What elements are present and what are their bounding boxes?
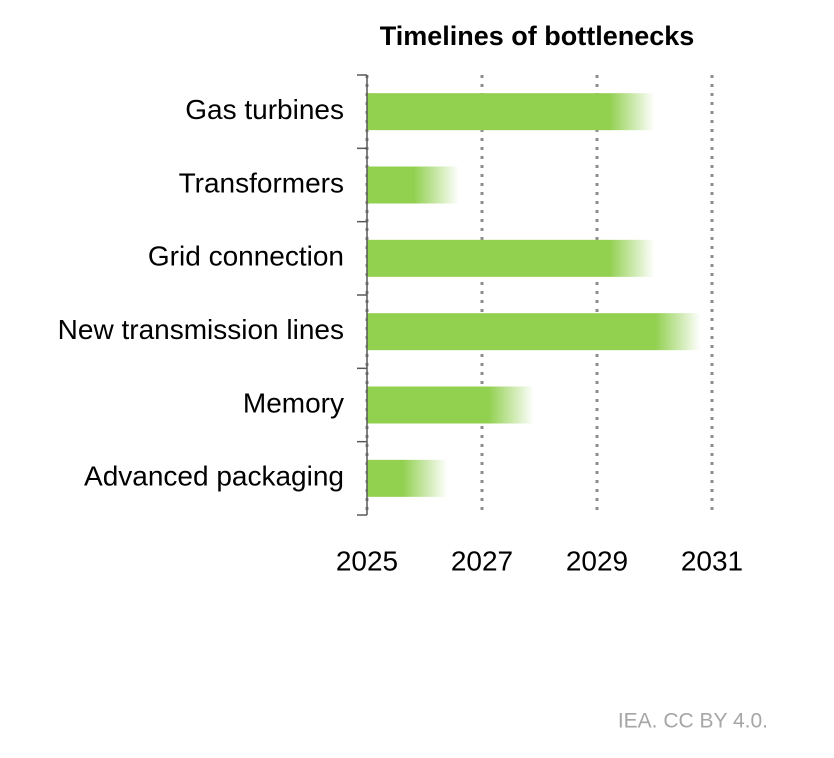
y-tick-label: Transformers — [179, 167, 344, 198]
chart-title: Timelines of bottlenecks — [380, 21, 695, 51]
bar — [367, 386, 534, 424]
y-tick-label: Memory — [243, 387, 344, 418]
bar — [367, 239, 655, 277]
x-tick-label: 2029 — [566, 545, 628, 576]
y-tick-label: Advanced packaging — [84, 461, 344, 492]
bar — [367, 166, 459, 204]
source-note: IEA. CC BY 4.0. — [618, 710, 768, 733]
x-tick-label: 2031 — [681, 545, 743, 576]
bar — [367, 459, 448, 497]
y-tick-label: New transmission lines — [58, 314, 344, 345]
x-tick-label: 2025 — [336, 545, 398, 576]
x-tick-label: 2027 — [451, 545, 513, 576]
bar — [367, 93, 655, 131]
y-tick-label: Grid connection — [148, 241, 344, 272]
bar — [367, 313, 701, 351]
y-tick-label: Gas turbines — [185, 94, 344, 125]
